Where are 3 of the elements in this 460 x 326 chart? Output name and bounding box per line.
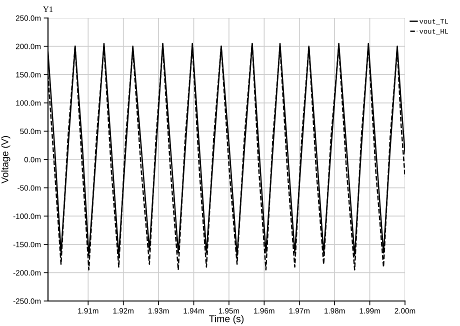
x-axis-title: Time (s) <box>209 315 244 324</box>
y-axis-title: Voltage (V) <box>1 136 10 184</box>
text: Y1 <box>43 6 53 12</box>
